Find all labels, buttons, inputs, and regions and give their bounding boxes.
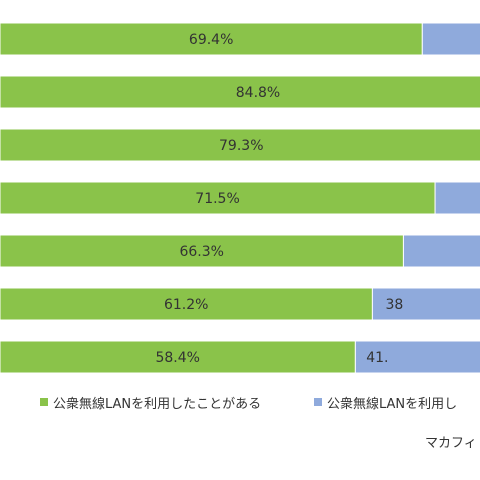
bar-series-1 <box>0 234 404 268</box>
legend-swatch-series-1 <box>40 398 48 406</box>
bar-series-2 <box>354 340 480 374</box>
bar-series-1 <box>0 128 480 162</box>
bar-label-series-1: 69.4% <box>189 32 233 48</box>
bar-series-2 <box>434 181 480 215</box>
bar-label-series-1: 58.4% <box>155 350 199 366</box>
bar-label-series-1: 66.3% <box>179 244 223 260</box>
source-credit: マカフィ <box>425 436 477 451</box>
legend-label-series-2: 公衆無線LANを利用し <box>327 396 457 412</box>
bar-label-series-2: 38 <box>385 297 403 313</box>
bar-series-1 <box>0 22 423 56</box>
legend: 公衆無線LANを利用したことがある 公衆無線LANを利用し <box>40 396 457 412</box>
bars-group: 69.4% 84.8% 79.3% 71.5% 66.3% 61.2% 38 58.4% 41. <box>0 22 480 374</box>
legend-label-series-1: 公衆無線LANを利用したことがある <box>53 396 261 412</box>
bar-series-1 <box>0 287 373 321</box>
bar-series-1 <box>0 181 436 215</box>
bar-series-2 <box>371 287 480 321</box>
bar-label-series-1: 79.3% <box>219 138 263 154</box>
bar-label-series-1: 84.8% <box>236 85 280 101</box>
bar-label-series-1: 61.2% <box>164 297 208 313</box>
bar-label-series-2: 41. <box>366 350 388 366</box>
bar-series-2 <box>402 234 480 268</box>
bar-label-series-1: 71.5% <box>195 191 239 207</box>
bar-series-2 <box>421 22 480 56</box>
bar-series-1 <box>0 340 356 374</box>
bar-series-1 <box>0 75 480 109</box>
legend-swatch-series-2 <box>314 398 322 406</box>
